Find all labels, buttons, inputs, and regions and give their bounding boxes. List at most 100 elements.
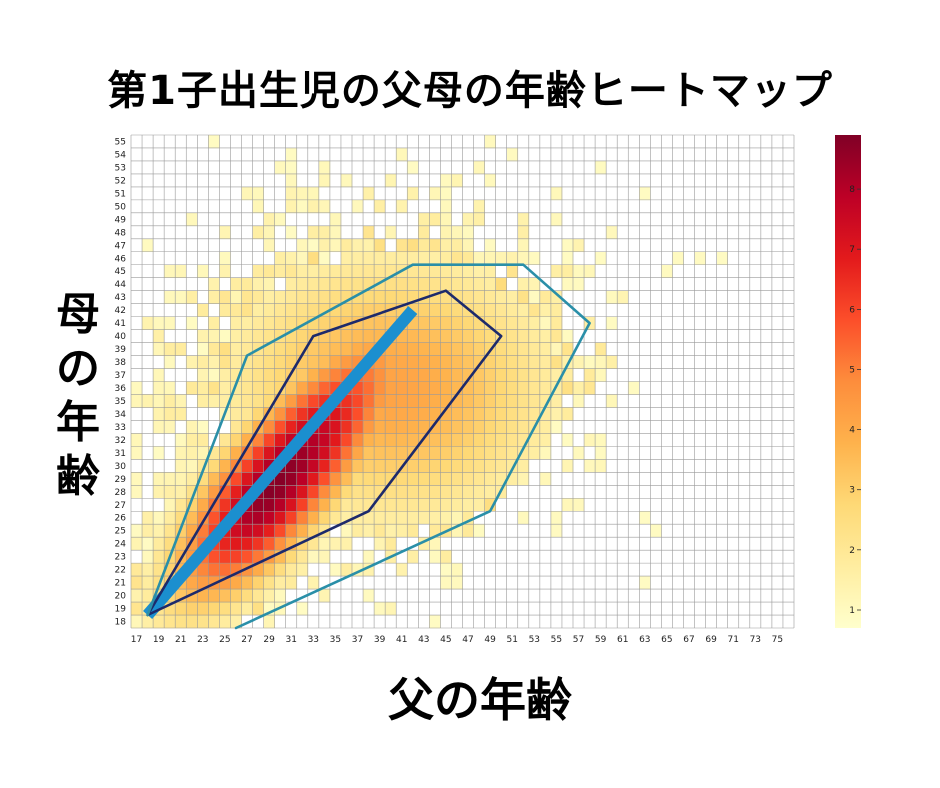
colorbar-tick-label: 6 [849,305,855,315]
heatmap-cell [318,368,331,382]
heatmap-cell [329,368,342,382]
heatmap-cell [153,394,165,408]
heatmap-cell [230,394,242,408]
heatmap-cell [528,355,541,369]
heatmap-cell [528,342,541,356]
heatmap-cell [561,407,574,421]
x-tick-label: 33 [308,635,319,645]
heatmap-cell [186,498,198,512]
heatmap-cell [363,498,375,512]
heatmap-cell [296,368,309,382]
heatmap-cell [418,316,430,330]
heatmap-cell [396,329,408,343]
heatmap-cell [396,524,408,538]
heatmap-cell [329,355,342,369]
heatmap-cell [230,329,242,343]
heatmap-cell [506,329,519,343]
heatmap-cell [550,368,563,382]
heatmap-cell [186,485,198,499]
y-tick-label: 25 [115,527,126,537]
heatmap-cell [661,264,673,279]
heatmap-cell [153,381,165,395]
heatmap-cell [252,446,264,460]
heatmap-cell [296,238,309,253]
heatmap-cell [263,485,275,499]
heatmap-cell [539,446,552,460]
heatmap-cell [539,316,552,330]
heatmap-cell [573,277,585,291]
heatmap-cell [197,355,209,369]
heatmap-cell [374,355,386,369]
heatmap-cell [506,459,519,473]
heatmap-cell [584,433,596,447]
heatmap-cell [208,446,220,460]
heatmap-cell [307,485,320,499]
heatmap-cell [517,368,530,382]
heatmap-cell [374,472,386,486]
heatmap-cell [429,446,441,460]
heatmap-cell [396,290,408,304]
heatmap-cell [285,316,298,330]
heatmap-cell [307,433,320,447]
heatmap-cell [407,342,419,356]
heatmap-cell [142,394,154,408]
heatmap-cell [164,472,176,486]
heatmap-cell [584,381,596,395]
heatmap-cell [385,511,397,525]
heatmap-cell [440,212,452,227]
heatmap-cell [329,563,342,577]
heatmap-cell [418,329,430,343]
heatmap-cell [307,368,320,382]
heatmap-cell [462,459,474,473]
heatmap-cell [363,420,375,434]
heatmap-cell [440,368,452,382]
heatmap-cell [274,316,286,330]
heatmap-cell [252,433,264,447]
heatmap-cell [252,186,264,201]
heatmap-cell [329,485,342,499]
heatmap-cell [396,433,408,447]
heatmap-cell [186,589,198,603]
heatmap-cell [340,537,353,551]
heatmap-cell [440,407,452,421]
heatmap-cell [329,420,342,434]
heatmap-cell [451,277,463,291]
x-tick-label: 35 [330,635,341,645]
heatmap-cell [650,524,662,538]
heatmap-cell [307,394,320,408]
heatmap-cell [418,420,430,434]
heatmap-cell [329,342,342,356]
heatmap-cell [352,316,364,330]
heatmap-cell [484,498,496,512]
y-tick-label: 52 [115,176,126,186]
heatmap-cell [329,498,342,512]
heatmap-cell [363,186,375,201]
heatmap-cell [329,446,342,460]
heatmap-cell [329,277,342,291]
heatmap-cell [451,303,463,317]
heatmap-cell [153,550,165,564]
heatmap-cell [197,381,209,395]
heatmap-cell [307,498,320,512]
heatmap-cell [219,602,231,616]
heatmap-cell [175,498,187,512]
heatmap-cell [473,212,485,227]
heatmap-cell [252,290,264,304]
heatmap-cell [263,368,275,382]
heatmap-cell [164,602,176,616]
heatmap-cell [164,264,176,279]
heatmap-cell [131,394,143,408]
heatmap-cell [550,524,563,538]
heatmap-cell [318,589,331,603]
heatmap-cell [550,394,563,408]
heatmap-cell [440,355,452,369]
heatmap-cell [550,420,563,434]
heatmap-cell [164,615,176,629]
heatmap-cell [429,316,441,330]
heatmap-cell [484,355,496,369]
heatmap-cell [296,524,309,538]
heatmap-cell [263,290,275,304]
heatmap-cell [186,537,198,551]
heatmap-cell [318,355,331,369]
y-tick-label: 43 [115,293,126,303]
